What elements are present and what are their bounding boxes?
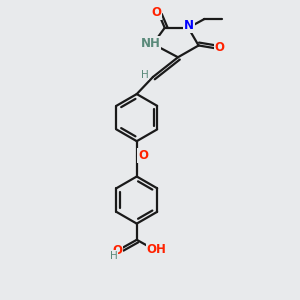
Text: N: N — [184, 19, 194, 32]
Text: O: O — [112, 244, 122, 257]
Text: H: H — [141, 70, 148, 80]
Text: NH: NH — [141, 37, 160, 50]
Text: O: O — [215, 41, 225, 54]
Text: OH: OH — [147, 243, 167, 256]
Text: H: H — [110, 251, 118, 261]
Text: O: O — [138, 149, 148, 162]
Text: O: O — [152, 6, 161, 19]
